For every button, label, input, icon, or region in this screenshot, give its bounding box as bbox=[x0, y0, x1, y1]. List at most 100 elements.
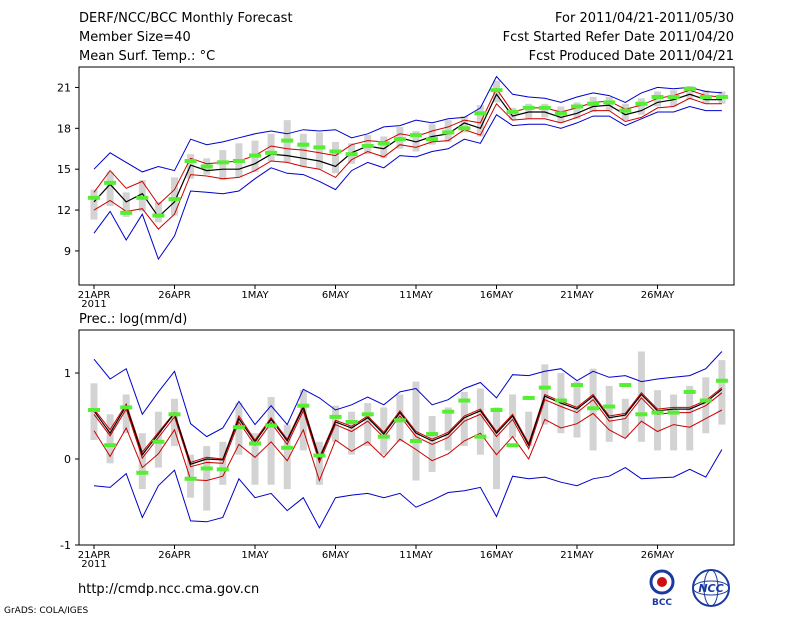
climate-marker bbox=[635, 101, 648, 106]
climate-marker bbox=[410, 438, 422, 443]
start-date: Fcst Started Refer Date 2011/04/20 bbox=[502, 30, 734, 45]
climate-marker bbox=[603, 100, 616, 105]
climate-marker bbox=[361, 144, 374, 149]
climate-marker bbox=[184, 476, 197, 481]
climate-marker bbox=[200, 164, 213, 169]
bcc-logo: BCC bbox=[649, 569, 675, 608]
member-range-box bbox=[283, 424, 291, 490]
member-range-box bbox=[315, 132, 323, 170]
x-tick-label: 16MAY bbox=[480, 290, 514, 301]
variable-label: Mean Surf. Temp.: °C bbox=[79, 49, 216, 64]
precip-panel: -1 0 1 21APR 26APR 1MAY 6MAY 11MAY 16MAY 21MAY 26M… bbox=[60, 312, 735, 570]
climate-marker bbox=[281, 445, 294, 450]
climate-marker bbox=[587, 101, 600, 106]
x-tick-label: 16MAY bbox=[480, 550, 514, 561]
x-tick-label: 26APR bbox=[158, 550, 191, 561]
climate-marker bbox=[667, 410, 680, 415]
climate-marker bbox=[361, 412, 374, 417]
x-tick-label: 21APR bbox=[78, 550, 111, 561]
x-tick-label: 21APR bbox=[78, 290, 111, 301]
climate-marker bbox=[168, 412, 181, 417]
member-range-box bbox=[541, 103, 549, 118]
climate-marker bbox=[715, 378, 728, 383]
member-range-box bbox=[138, 180, 146, 212]
climate-marker bbox=[297, 403, 310, 408]
member-range-box bbox=[460, 116, 468, 133]
member-range-box bbox=[122, 192, 130, 217]
member-range-box bbox=[154, 201, 162, 223]
climate-marker bbox=[393, 137, 406, 142]
member-range-box bbox=[396, 394, 404, 442]
member-size: Member Size=40 bbox=[79, 30, 191, 45]
climate-marker bbox=[104, 180, 117, 185]
climate-marker bbox=[619, 383, 632, 388]
series-lower-line bbox=[93, 392, 723, 468]
climate-marker bbox=[699, 94, 712, 99]
x-tick-label: 11MAY bbox=[399, 550, 433, 561]
climate-marker bbox=[216, 160, 229, 165]
member-range-box bbox=[686, 86, 694, 100]
y-tick-label: 15 bbox=[57, 163, 71, 176]
climate-marker bbox=[458, 126, 471, 131]
member-range-box bbox=[444, 407, 452, 451]
member-range-box bbox=[171, 177, 178, 216]
climate-marker bbox=[619, 108, 632, 113]
member-range-box bbox=[219, 150, 227, 181]
climate-marker bbox=[88, 195, 100, 200]
series-lowest-line bbox=[93, 409, 723, 482]
climate-marker bbox=[635, 412, 648, 417]
member-range-box bbox=[90, 189, 98, 220]
series-lower-line bbox=[93, 97, 722, 230]
climate-marker bbox=[313, 453, 326, 458]
member-range-box bbox=[106, 171, 114, 206]
member-range-box bbox=[460, 391, 468, 447]
climate-marker bbox=[458, 398, 471, 403]
ncc-logo-meridian bbox=[703, 569, 719, 607]
series-mean-line bbox=[93, 93, 722, 218]
climate-marker bbox=[715, 94, 728, 99]
x-tick-label: 26MAY bbox=[641, 290, 675, 301]
climate-marker bbox=[329, 149, 342, 154]
climate-marker bbox=[232, 425, 245, 430]
climate-marker bbox=[152, 213, 165, 218]
climate-marker bbox=[410, 133, 422, 138]
y-tick-label: 21 bbox=[57, 81, 71, 94]
x-tick-label: 1MAY bbox=[241, 550, 269, 561]
climate-marker bbox=[474, 111, 487, 116]
temperature-panel: 9 12 15 18 21 21APR 26APR 1MAY 6MAY 11MAY 16MAY 21M… bbox=[57, 66, 735, 310]
bcc-logo-center bbox=[657, 577, 667, 587]
climate-marker bbox=[522, 395, 535, 400]
climate-marker bbox=[265, 423, 278, 428]
x-tick-label: 11MAY bbox=[399, 290, 433, 301]
member-range-box bbox=[154, 411, 162, 468]
member-range-box bbox=[348, 411, 356, 455]
series-upper-line bbox=[93, 387, 723, 464]
climate-marker bbox=[232, 159, 245, 164]
ncc-logo: NCC bbox=[692, 569, 730, 607]
member-range-box bbox=[654, 390, 661, 451]
series-min-line bbox=[93, 105, 722, 261]
x-tick-label: 26MAY bbox=[641, 550, 675, 561]
member-range-box bbox=[637, 98, 645, 115]
series-upper-line bbox=[93, 87, 722, 206]
climate-marker bbox=[506, 443, 519, 448]
member-range-box bbox=[476, 105, 484, 137]
x-tick-label: 6MAY bbox=[322, 550, 350, 561]
member-range-box bbox=[428, 124, 436, 145]
source-url[interactable]: http://cmdp.ncc.cma.gov.cn bbox=[78, 582, 260, 597]
member-range-box bbox=[654, 91, 661, 107]
climate-marker bbox=[168, 197, 181, 202]
climate-marker bbox=[538, 385, 551, 390]
member-range-box bbox=[718, 360, 726, 425]
member-range-box bbox=[364, 403, 372, 447]
member-range-box bbox=[380, 407, 388, 455]
member-range-box bbox=[637, 351, 645, 442]
member-range-box bbox=[573, 102, 581, 119]
climate-marker bbox=[200, 466, 213, 471]
member-range-box bbox=[332, 141, 339, 174]
climate-marker bbox=[426, 137, 439, 142]
series-max-line bbox=[93, 75, 722, 173]
climate-marker bbox=[683, 86, 696, 91]
plot-frame bbox=[78, 66, 735, 286]
